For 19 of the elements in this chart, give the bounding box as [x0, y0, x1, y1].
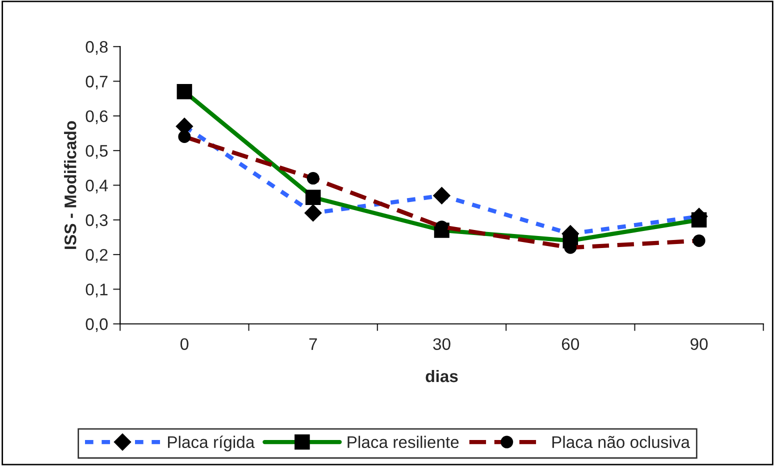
- y-tick-label: 0,4: [86, 180, 108, 194]
- y-tick-label: 0,5: [86, 144, 108, 159]
- x-tick-label: 30: [433, 338, 450, 350]
- y-tick-label: 0,6: [86, 110, 108, 124]
- legend-label: Placa não oclusiva: [552, 436, 690, 448]
- x-tick-label: 7: [309, 338, 317, 350]
- x-tick-label: 0: [180, 338, 188, 350]
- legend-label: Placa rígida: [168, 436, 255, 452]
- y-tick-label: 0,2: [86, 248, 108, 263]
- y-tick-label: 0,3: [86, 214, 108, 228]
- y-axis-title: ISS - Modificado: [64, 121, 76, 249]
- y-tick-label: 0,8: [86, 41, 108, 55]
- y-tick-label: 0,7: [86, 76, 108, 90]
- legend-label: Placa resiliente: [348, 436, 459, 448]
- x-tick-label: 90: [690, 338, 708, 350]
- x-axis-title: dias: [426, 370, 458, 382]
- y-tick-label: 0,1: [86, 284, 108, 298]
- x-tick-label: 60: [562, 338, 580, 350]
- y-tick-label: 0,0: [86, 318, 108, 332]
